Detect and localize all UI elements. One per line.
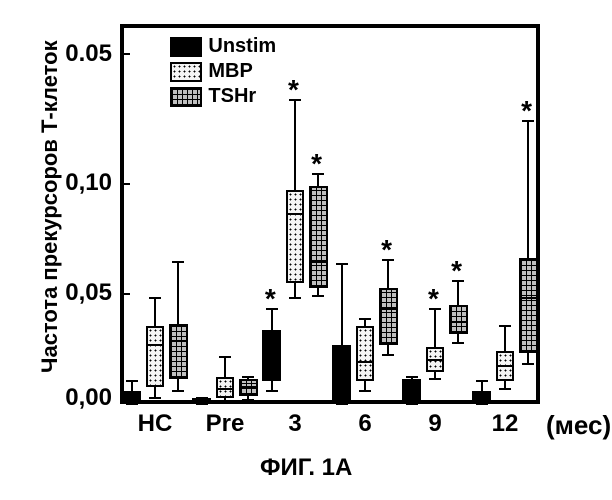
box-tshr [519, 258, 538, 353]
median-line [286, 213, 305, 215]
whisker-cap [266, 390, 277, 392]
x-tick-label: HC [125, 410, 185, 438]
significance-star: * [428, 283, 439, 315]
legend-swatch [170, 62, 202, 82]
legend-label: Unstim [208, 35, 276, 58]
y-tick-label: 0.05 [65, 40, 112, 68]
median-line [449, 321, 468, 323]
significance-star: * [451, 255, 462, 287]
legend-swatch [170, 37, 202, 57]
box-mbp [356, 326, 375, 381]
box-unstim [402, 379, 421, 404]
x-tick-label: Pre [195, 410, 255, 438]
x-tick-label: 12 [475, 410, 535, 438]
legend: UnstimMBPTSHr [170, 35, 276, 110]
whisker-cap [149, 297, 160, 299]
whisker-cap [126, 380, 137, 382]
median-line [239, 386, 258, 388]
median-line [426, 359, 445, 361]
whisker-cap [172, 261, 183, 263]
whisker-cap [172, 390, 183, 392]
whisker-cap [149, 397, 160, 399]
whisker-cap [499, 388, 510, 390]
significance-star: * [521, 95, 532, 127]
x-tick-label: 6 [335, 410, 395, 438]
whisker-cap [429, 378, 440, 380]
whisker-cap [219, 401, 230, 403]
box-tshr [379, 288, 398, 345]
legend-item: Unstim [170, 35, 276, 58]
box-unstim [472, 391, 491, 404]
significance-star: * [288, 74, 299, 106]
median-line [379, 308, 398, 310]
box-tshr [309, 186, 328, 287]
whisker-cap [476, 380, 487, 382]
significance-star: * [311, 148, 322, 180]
legend-item: TSHr [170, 85, 276, 108]
whisker-cap [406, 376, 417, 378]
median-line [169, 340, 188, 342]
whisker-cap [382, 354, 393, 356]
legend-swatch [170, 87, 202, 107]
whisker-cap [312, 295, 323, 297]
median-line [496, 365, 515, 367]
whisker-cap [242, 399, 253, 401]
median-line [216, 388, 235, 390]
median-line [309, 261, 328, 263]
box-unstim [332, 345, 351, 404]
whisker-cap [242, 376, 253, 378]
median-line [146, 344, 165, 346]
legend-item: MBP [170, 60, 276, 83]
box-mbp [286, 190, 305, 283]
whisker-cap [336, 263, 347, 265]
box-tshr [449, 305, 468, 335]
median-line [519, 297, 538, 299]
whisker-cap [359, 390, 370, 392]
y-tick-label: 0,00 [65, 384, 112, 412]
y-tick-label: 0,10 [65, 169, 112, 197]
median-line [356, 361, 375, 363]
figure-caption: ФИГ. 1А [260, 454, 352, 482]
box-mbp [146, 326, 165, 387]
whisker-cap [289, 297, 300, 299]
figure: Частота прекурсоров Т-клеток 0.05 0,10 0,0… [0, 0, 612, 500]
whisker-cap [219, 356, 230, 358]
y-tick-label: 0,05 [65, 279, 112, 307]
box-mbp [216, 377, 235, 398]
whisker-cap [452, 342, 463, 344]
whisker-cap [359, 318, 370, 320]
x-tick-label: 3 [265, 410, 325, 438]
significance-star: * [381, 234, 392, 266]
x-axis-unit: (мес) [546, 410, 611, 441]
box-unstim [262, 330, 281, 381]
box-unstim [192, 398, 211, 404]
box-unstim [122, 391, 141, 404]
whisker-cap [522, 363, 533, 365]
whisker-cap [499, 325, 510, 327]
legend-label: MBP [208, 60, 252, 83]
legend-label: TSHr [208, 85, 256, 108]
y-axis-label: Частота прекурсоров Т-клеток [37, 53, 63, 373]
x-tick-label: 9 [405, 410, 465, 438]
box-tshr [169, 324, 188, 379]
significance-star: * [265, 283, 276, 315]
